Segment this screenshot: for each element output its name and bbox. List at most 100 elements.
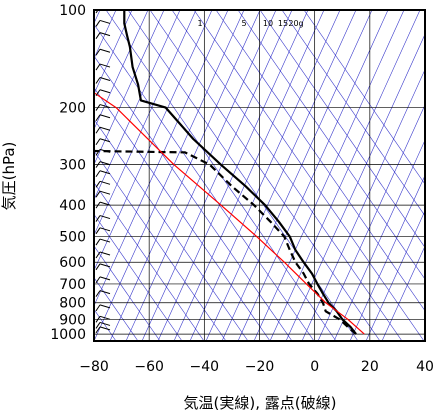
y-tick-label: 300 xyxy=(59,158,86,174)
x-tick-label: 20 xyxy=(361,359,379,375)
reference-line xyxy=(253,10,405,341)
reference-line xyxy=(94,10,213,272)
wind-barb-flag xyxy=(95,304,101,312)
wind-barb xyxy=(99,89,111,94)
reference-line xyxy=(281,10,425,217)
y-tick-label: 800 xyxy=(59,296,86,312)
reference-line xyxy=(94,245,161,341)
reference-line xyxy=(94,87,271,341)
dewpoint-line xyxy=(94,149,357,335)
parcel-line xyxy=(94,92,365,335)
y-tick-label: 500 xyxy=(59,230,86,246)
wind-barb-flag xyxy=(95,326,101,334)
reference-line xyxy=(141,10,293,341)
reference-line xyxy=(94,182,205,341)
mixing-ratio-labels: 1 5 10 15 20g xyxy=(197,19,303,28)
wind-barb xyxy=(99,238,111,243)
wind-barb-flag xyxy=(95,322,101,329)
reference-line xyxy=(317,104,425,341)
wind-barb xyxy=(99,170,111,175)
wind-barb xyxy=(99,321,111,326)
wind-barb xyxy=(99,315,111,320)
wind-barb xyxy=(99,201,111,206)
wind-barb-flag xyxy=(95,215,101,222)
wind-barb xyxy=(99,190,111,195)
wind-barb xyxy=(99,263,111,268)
x-axis-title: 気温(実線), 露点(破線) xyxy=(184,394,337,412)
reference-line xyxy=(94,213,183,341)
plot-frame xyxy=(93,9,426,342)
reference-line xyxy=(173,10,325,341)
reference-line xyxy=(125,10,277,341)
reference-line xyxy=(94,23,315,341)
y-tick-label: 600 xyxy=(59,255,86,271)
wind-barb xyxy=(99,161,111,166)
reference-line xyxy=(381,245,425,341)
wind-barb-flag xyxy=(95,104,101,111)
reference-line xyxy=(193,10,425,341)
wind-barb-flag xyxy=(95,48,101,56)
y-tick-label: 200 xyxy=(59,101,86,117)
reference-line xyxy=(237,10,425,280)
wind-barb-flag xyxy=(95,263,101,271)
y-tick-label: 900 xyxy=(59,312,86,328)
mixing-ratio-label: 5 xyxy=(241,19,246,28)
wind-barb xyxy=(99,77,111,81)
reference-line xyxy=(333,139,425,341)
reference-line xyxy=(349,174,425,341)
mixing-ratio-label: 20g xyxy=(288,19,303,28)
x-tick-label: −20 xyxy=(245,359,275,375)
reference-line xyxy=(94,10,229,307)
wind-barb xyxy=(99,148,111,153)
wind-barb xyxy=(99,227,111,232)
reference-line xyxy=(127,10,359,341)
wind-barb-flag xyxy=(95,149,101,156)
wind-barb-flag xyxy=(95,181,101,188)
y-tick-label: 400 xyxy=(59,198,86,214)
temperature-line xyxy=(123,10,357,335)
wind-barb-flag xyxy=(95,251,101,259)
wind-barb-flag xyxy=(95,227,101,235)
pressure-temperature-grid xyxy=(94,10,425,341)
y-tick-label: 700 xyxy=(59,277,86,293)
wind-barb-flag xyxy=(95,170,101,178)
reference-line xyxy=(171,10,403,341)
wind-barb-flag xyxy=(95,126,101,134)
wind-barb-flag xyxy=(95,10,99,14)
reference-line xyxy=(221,10,373,341)
wind-barb xyxy=(99,290,111,295)
x-tick-label: −80 xyxy=(79,359,109,375)
reference-line xyxy=(285,33,425,341)
reference-line xyxy=(269,10,421,341)
reference-line xyxy=(94,10,165,166)
reference-line xyxy=(94,118,249,341)
wind-barb xyxy=(99,104,111,109)
reference-line xyxy=(259,10,425,248)
wind-barb xyxy=(99,19,111,24)
reference-line xyxy=(94,10,197,236)
wind-barb-flag xyxy=(95,77,101,84)
wind-barb-flag xyxy=(95,114,101,122)
x-tick-label: −60 xyxy=(134,359,164,375)
reference-line xyxy=(205,10,357,341)
y-tick-label: 100 xyxy=(59,3,86,19)
wind-barbs xyxy=(95,10,111,334)
wind-barb xyxy=(99,304,111,309)
x-axis-tick-labels: −80 −60 −40 −20 0 20 40 xyxy=(79,359,434,375)
reference-line xyxy=(94,10,133,95)
wind-barb-flag xyxy=(95,20,101,27)
mixing-ratio-label: 1 xyxy=(197,19,202,28)
reference-line xyxy=(94,55,293,341)
wind-barb xyxy=(99,251,111,256)
reference-line xyxy=(94,10,149,130)
wind-barb-flag xyxy=(95,63,101,71)
wind-barb-flag xyxy=(95,276,101,284)
reference-line xyxy=(94,150,227,341)
mixing-ratio-label: 10 xyxy=(263,19,273,28)
reference-line xyxy=(301,68,425,341)
wind-barb xyxy=(99,326,111,331)
wind-barb xyxy=(99,180,111,185)
wind-barb-flag xyxy=(95,201,101,209)
wind-barb-flag xyxy=(95,290,101,297)
